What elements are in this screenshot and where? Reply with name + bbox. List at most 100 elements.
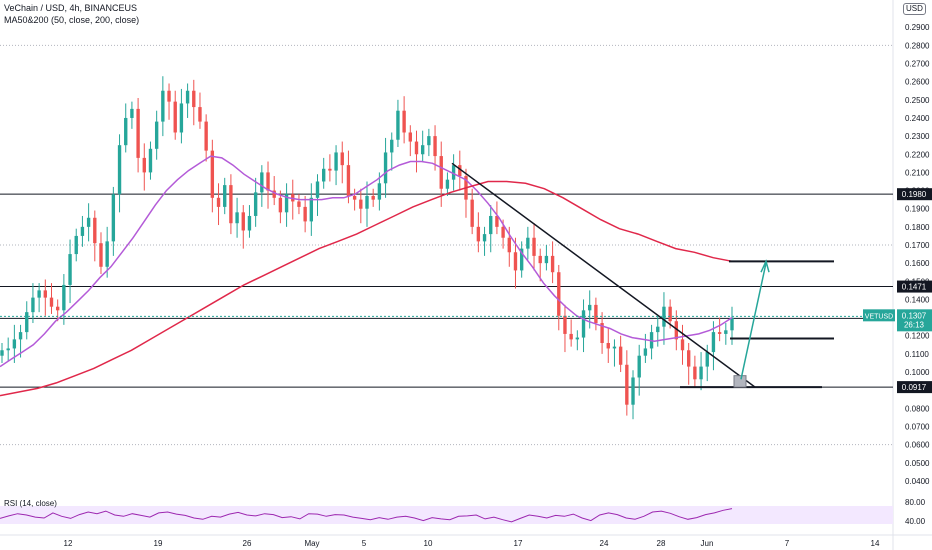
candle-body <box>575 337 580 340</box>
candle-body <box>346 165 351 196</box>
entry-box <box>733 375 747 388</box>
candle-body <box>365 196 369 209</box>
candle-body <box>309 197 314 222</box>
candle-body <box>427 136 431 146</box>
candle-body <box>25 312 29 333</box>
candle-body <box>105 241 109 267</box>
x-tick-label: Jun <box>701 539 714 548</box>
y-tick-label: 0.2800 <box>905 41 930 50</box>
candle-body <box>532 237 536 256</box>
level-tag <box>897 280 932 293</box>
candle-body <box>526 237 530 249</box>
y-tick-label: 0.2400 <box>905 114 930 123</box>
candle-body <box>600 323 604 343</box>
candle-body <box>352 196 357 200</box>
candle-body <box>272 190 276 198</box>
candle-body <box>705 352 709 367</box>
candle-body <box>550 255 555 273</box>
chart-title: VeChain / USD, 4h, BINANCEUS <box>4 3 138 13</box>
candle-body <box>538 255 542 264</box>
candle-body <box>693 366 697 380</box>
candle-body <box>606 343 610 349</box>
candle-body <box>260 172 264 193</box>
candle-body <box>699 366 703 380</box>
candle-body <box>687 350 691 367</box>
candle-body <box>680 339 685 351</box>
y-tick-label: 0.0800 <box>905 404 930 413</box>
y-tick-label: 0.1600 <box>905 259 930 268</box>
candle-body <box>86 217 91 227</box>
candle-body <box>439 156 443 189</box>
candle-body <box>458 165 462 177</box>
candle-body <box>563 315 567 334</box>
candle-body <box>451 165 456 180</box>
level-tag <box>897 188 932 201</box>
candle-body <box>513 252 518 271</box>
y-tick-label: 0.0500 <box>905 459 930 468</box>
candle-body <box>414 141 419 155</box>
candle-body <box>476 226 481 242</box>
candle-body <box>662 306 666 327</box>
candle-body <box>192 90 196 108</box>
candle-body <box>297 201 301 207</box>
rsi-level-label: 80.00 <box>905 498 926 507</box>
candle-body <box>637 355 641 378</box>
x-tick-label: 5 <box>362 539 367 548</box>
y-tick-label: 0.1100 <box>905 350 929 359</box>
rsi-band <box>0 506 893 524</box>
candle-body <box>470 199 474 227</box>
candle-body <box>266 172 270 191</box>
candle-body <box>204 121 208 151</box>
y-tick-label: 0.1700 <box>905 241 930 250</box>
y-tick-label: 0.2600 <box>905 78 930 87</box>
candle-body <box>161 90 165 122</box>
rsi-line <box>0 508 733 523</box>
candle-body <box>154 121 159 149</box>
candle-body <box>18 332 23 340</box>
candle-body <box>185 90 190 104</box>
candle-body <box>495 215 499 227</box>
candle-body <box>111 194 116 242</box>
countdown-label: 26:13 <box>904 320 925 329</box>
candle-body <box>612 346 617 349</box>
candle-body <box>711 332 716 353</box>
candle-body <box>408 132 412 142</box>
y-tick-label: 0.2200 <box>905 150 930 159</box>
currency-button[interactable]: USD <box>903 3 926 15</box>
candle-body <box>544 255 549 264</box>
candle-body <box>383 152 388 184</box>
level-label: 0.1980 <box>902 190 927 199</box>
candle-body <box>99 243 103 267</box>
y-tick-label: 0.2700 <box>905 60 930 69</box>
candle-body <box>62 284 66 311</box>
candle-body <box>390 139 394 153</box>
candle-body <box>445 179 450 189</box>
candle-body <box>37 290 41 298</box>
ma50-line <box>0 155 733 368</box>
x-tick-label: 14 <box>871 539 880 548</box>
candle-body <box>198 107 202 122</box>
candle-body <box>656 326 660 333</box>
candle-body <box>136 108 140 158</box>
candle-body <box>581 310 586 338</box>
x-tick-label: 10 <box>424 539 433 548</box>
candle-body <box>482 234 487 242</box>
candle-body <box>643 348 648 356</box>
candle-body <box>235 212 239 224</box>
last-price-tag <box>897 309 932 332</box>
x-tick-label: May <box>304 539 319 548</box>
candle-body <box>501 226 505 238</box>
y-tick-label: 0.0700 <box>905 422 930 431</box>
candle-body <box>334 152 338 171</box>
symbol-label: VETUSD <box>865 313 893 320</box>
x-tick-label: 26 <box>243 539 252 548</box>
candle-body <box>631 377 635 405</box>
candle-body <box>507 237 511 253</box>
candle-body <box>724 330 728 334</box>
x-tick-label: 28 <box>657 539 666 548</box>
x-tick-label: 12 <box>64 539 73 548</box>
rsi-level-label: 40.00 <box>905 517 926 526</box>
candle-body <box>179 103 184 133</box>
projection-arrow <box>740 262 767 380</box>
